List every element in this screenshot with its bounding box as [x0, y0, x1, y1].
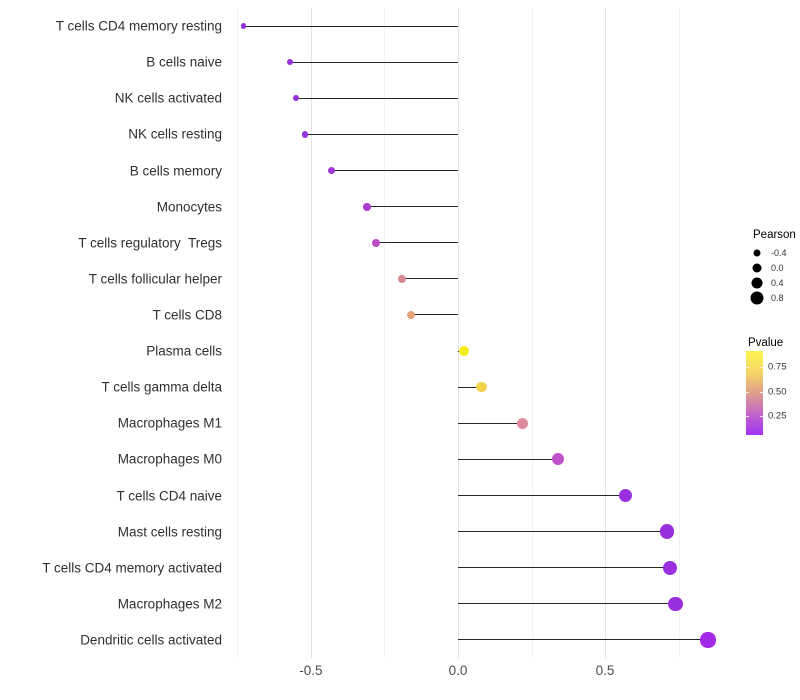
pvalue-tickmark	[746, 415, 749, 417]
lollipop-dot	[397, 274, 407, 284]
lollipop-dot	[668, 596, 683, 612]
pearson-legend-label: 0.0	[771, 263, 784, 273]
lollipop-stem	[457, 495, 626, 496]
gridline-minor	[237, 8, 239, 658]
lollipop-stem	[457, 531, 667, 533]
pvalue-tickmark	[760, 366, 763, 368]
pearson-legend-dot	[753, 249, 761, 257]
pearson-legend-label: 0.4	[771, 278, 784, 288]
category-label: Monocytes	[156, 199, 222, 215]
pvalue-tick-label: 0.50	[768, 386, 787, 398]
pvalue-gradient-bar	[746, 351, 763, 435]
gridline-minor	[531, 8, 533, 658]
category-label: NK cells resting	[128, 126, 222, 142]
category-label: Mast cells resting	[117, 524, 222, 540]
lollipop-dot	[551, 453, 564, 466]
pvalue-tickmark	[760, 415, 763, 417]
lollipop-dot	[476, 382, 487, 393]
gridline-major	[457, 8, 459, 658]
lollipop-dot	[517, 417, 529, 429]
x-tick-label: -0.5	[299, 663, 323, 678]
pearson-legend-label: 0.8	[771, 293, 784, 303]
category-label: T cells regulatory Tregs	[78, 235, 222, 251]
pearson-legend-dot	[751, 277, 763, 289]
lollipop-stem	[457, 458, 558, 460]
lollipop-dot	[362, 202, 371, 211]
pvalue-tick-label: 0.75	[768, 361, 787, 373]
category-label: Macrophages M2	[117, 596, 222, 612]
lollipop-dot	[301, 131, 309, 138]
lollipop-stem	[290, 61, 458, 63]
category-label: T cells follicular helper	[88, 271, 222, 287]
pvalue-tickmark	[746, 366, 749, 368]
pvalue-legend-title: Pvalue	[748, 337, 784, 349]
pearson-legend-dot	[752, 263, 762, 273]
lollipop-stem	[366, 206, 458, 208]
lollipop-stem	[410, 314, 458, 316]
lollipop-dot	[618, 488, 633, 503]
category-label: T cells gamma delta	[101, 379, 222, 395]
lollipop-stem	[375, 242, 458, 244]
lollipop-dot	[662, 560, 677, 575]
pearson-legend-title: Pearson	[753, 229, 796, 241]
lollipop-stem	[457, 422, 523, 424]
category-label: Macrophages M0	[117, 451, 222, 467]
lollipop-stem	[457, 567, 670, 569]
pearson-legend-dot	[750, 291, 764, 305]
lollipop-stem	[296, 97, 458, 99]
x-tick-label: 0.0	[448, 663, 468, 678]
category-label: B cells naive	[146, 54, 222, 70]
category-label: NK cells activated	[114, 90, 222, 106]
pvalue-tickmark	[760, 392, 763, 394]
lollipop-dot	[659, 524, 674, 539]
lollipop-stem	[402, 278, 458, 280]
lollipop-dot	[406, 310, 416, 320]
lollipop-dot	[293, 95, 300, 102]
x-tick-label: 0.5	[595, 663, 615, 678]
category-label: Dendritic cells activated	[80, 632, 222, 648]
category-label: Macrophages M1	[117, 415, 222, 431]
lollipop-stem	[243, 25, 458, 27]
lollipop-dot	[700, 632, 716, 648]
category-label: B cells memory	[129, 163, 222, 178]
pvalue-tick-label: 0.25	[768, 410, 787, 422]
lollipop-stem	[305, 133, 458, 135]
pvalue-tickmark	[746, 392, 749, 394]
gridline-minor	[384, 8, 386, 658]
category-label: T cells CD4 memory activated	[42, 560, 222, 576]
category-label: T cells CD4 naive	[116, 488, 222, 503]
gridline-major	[605, 8, 607, 658]
lollipop-stem	[457, 603, 676, 605]
lollipop-dot	[327, 166, 335, 175]
lollipop-stem	[331, 170, 458, 171]
lollipop-dot	[240, 23, 246, 29]
lollipop-stem	[457, 386, 482, 388]
plot-panel	[230, 8, 733, 658]
pearson-legend-label: -0.4	[771, 248, 787, 258]
gridline-major	[310, 8, 312, 658]
lollipop-dot	[458, 346, 469, 356]
lollipop-dot	[287, 59, 294, 66]
category-label: T cells CD8	[152, 307, 222, 323]
lollipop-stem	[457, 639, 708, 641]
lollipop-dot	[371, 238, 380, 247]
category-label: Plasma cells	[146, 343, 222, 359]
gridline-minor	[678, 8, 680, 658]
category-label: T cells CD4 memory resting	[55, 18, 222, 34]
